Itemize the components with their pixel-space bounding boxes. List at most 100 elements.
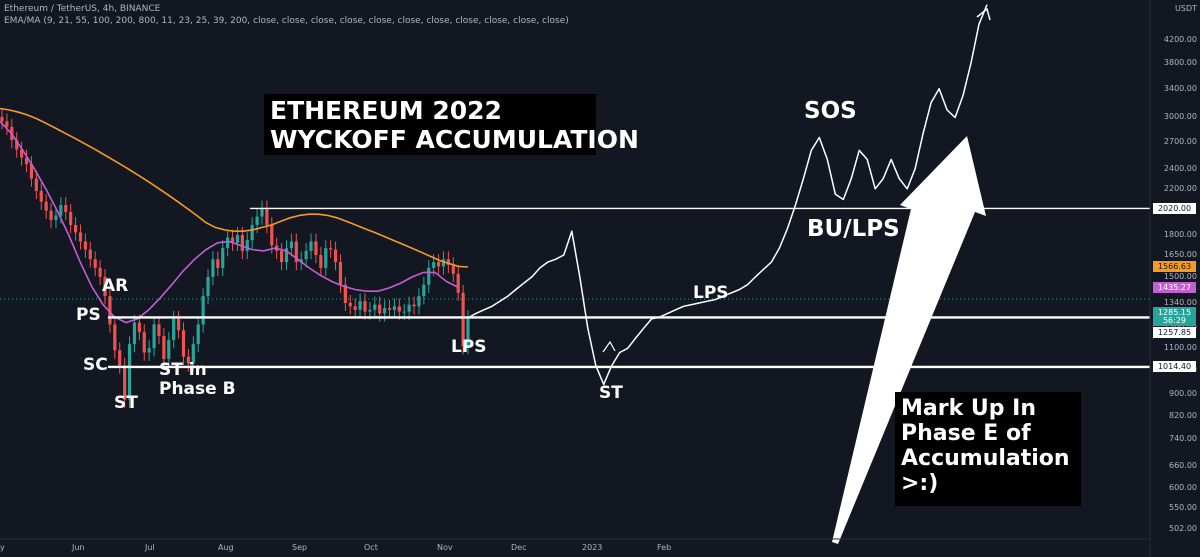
price-tick-label: 2700.00 bbox=[1163, 136, 1197, 146]
price-tick-label: 1650.00 bbox=[1163, 250, 1197, 259]
price-tag: 56:29 bbox=[1153, 315, 1196, 327]
candle-body bbox=[0, 116, 4, 122]
candle-body bbox=[226, 237, 230, 249]
candle-body bbox=[387, 308, 392, 310]
candle-body bbox=[157, 324, 161, 337]
candle-body bbox=[34, 178, 38, 191]
candle-body bbox=[186, 356, 190, 364]
annotation-bu-lps: BU/LPS bbox=[807, 216, 900, 242]
candle-body bbox=[417, 296, 421, 307]
candle-body bbox=[289, 241, 294, 249]
chart-title-line-2: WYCKOFF ACCUMULATION bbox=[270, 125, 639, 154]
candle-body bbox=[451, 264, 455, 274]
time-tick-label: Feb bbox=[657, 543, 672, 552]
candle-body bbox=[304, 250, 308, 260]
price-tick-label: 820.00 bbox=[1169, 410, 1197, 420]
price-tag: 2020.00 bbox=[1153, 202, 1196, 214]
candle-body bbox=[338, 262, 343, 285]
candle-body bbox=[191, 344, 195, 364]
candle-body bbox=[206, 276, 210, 297]
candle-body bbox=[176, 318, 181, 331]
candle-body bbox=[363, 301, 367, 312]
annotation-sc: SC bbox=[83, 355, 108, 375]
time-tick-label: Oct bbox=[364, 543, 378, 552]
candle-body bbox=[397, 306, 401, 312]
price-tick-label: 1500.00 bbox=[1163, 271, 1197, 281]
candle-body bbox=[162, 336, 166, 359]
price-tick-label: 4200.00 bbox=[1163, 35, 1197, 45]
candle-body bbox=[299, 259, 303, 263]
annotation-ar: AR bbox=[102, 276, 129, 296]
candle-body bbox=[270, 224, 274, 246]
candle-body bbox=[142, 332, 146, 353]
time-tick-label: Sep bbox=[292, 543, 308, 552]
markup-note-line-3: Accumulation bbox=[901, 446, 1070, 471]
candle-body bbox=[98, 267, 102, 277]
candle-body bbox=[49, 210, 53, 221]
candlestick-series bbox=[0, 108, 470, 408]
candle-body bbox=[64, 205, 68, 212]
price-tick-label: 1100.00 bbox=[1163, 343, 1197, 353]
annotation-st-projection: ST bbox=[599, 383, 623, 403]
price-tick-label: 2200.00 bbox=[1163, 183, 1197, 193]
price-tick-label: 740.00 bbox=[1169, 434, 1197, 444]
candle-body bbox=[260, 208, 264, 217]
candle-body bbox=[368, 309, 372, 312]
ema-purple-line bbox=[0, 120, 459, 324]
candle-body bbox=[422, 284, 426, 297]
candle-body bbox=[137, 322, 141, 333]
price-tick-label: 3800.00 bbox=[1163, 58, 1197, 68]
candle-body bbox=[456, 273, 460, 293]
time-tick-label: Aug bbox=[218, 543, 234, 552]
markup-note-line-1: Mark Up In bbox=[901, 396, 1036, 421]
ema-orange-line bbox=[0, 107, 469, 268]
markup-note-line-4: >:) bbox=[901, 471, 939, 496]
candle-body bbox=[147, 348, 151, 353]
price-tag: 1285.15 bbox=[1153, 306, 1196, 318]
candle-body bbox=[250, 224, 254, 241]
candle-body bbox=[211, 259, 215, 277]
annotation-ps: PS bbox=[76, 305, 101, 325]
markup-arrow-icon bbox=[832, 136, 986, 544]
price-tag: 1014.40 bbox=[1153, 361, 1196, 373]
candle-body bbox=[441, 259, 446, 267]
candle-body bbox=[427, 267, 431, 285]
candle-body bbox=[319, 255, 323, 268]
candle-body bbox=[329, 248, 333, 250]
time-tick-label: Jul bbox=[145, 543, 155, 552]
candle-body bbox=[73, 224, 78, 233]
candle-body bbox=[309, 241, 313, 251]
projection-arrow-head-icon bbox=[976, 7, 991, 21]
annotation-lps-first: LPS bbox=[451, 337, 487, 357]
candle-body bbox=[88, 249, 92, 260]
time-tick-label: Dec bbox=[511, 543, 527, 552]
candle-body bbox=[196, 324, 200, 345]
candle-body bbox=[108, 296, 112, 325]
markup-note-line-2: Phase E of bbox=[901, 421, 1031, 446]
candle-body bbox=[466, 317, 470, 347]
price-tag: 1435.27 bbox=[1153, 281, 1196, 293]
candle-body bbox=[201, 296, 205, 325]
candle-body bbox=[78, 232, 83, 242]
price-tick-label: 660.00 bbox=[1169, 460, 1197, 470]
price-tick-label: 550.00 bbox=[1169, 502, 1197, 512]
candle-body bbox=[348, 302, 352, 307]
candle-body bbox=[118, 350, 122, 366]
candle-body bbox=[235, 234, 240, 243]
price-axis-currency: USDT bbox=[1175, 4, 1197, 13]
indicator-legend[interactable]: EMA/MA (9, 21, 55, 100, 200, 800, 11, 23… bbox=[4, 16, 569, 26]
price-tag: 1257.85 bbox=[1153, 326, 1196, 338]
candle-body bbox=[15, 140, 19, 150]
candle-body bbox=[378, 304, 382, 314]
candle-body bbox=[230, 237, 235, 243]
candle-body bbox=[181, 330, 186, 357]
candle-body bbox=[333, 249, 338, 263]
price-tick-label: 900.00 bbox=[1169, 389, 1197, 399]
candle-body bbox=[255, 216, 259, 225]
candle-body bbox=[265, 208, 269, 225]
price-tick-label: 3000.00 bbox=[1163, 112, 1197, 122]
price-tick-label: 3400.00 bbox=[1163, 83, 1197, 93]
candle-body bbox=[446, 259, 450, 265]
price-tick-label: 1800.00 bbox=[1163, 229, 1197, 239]
